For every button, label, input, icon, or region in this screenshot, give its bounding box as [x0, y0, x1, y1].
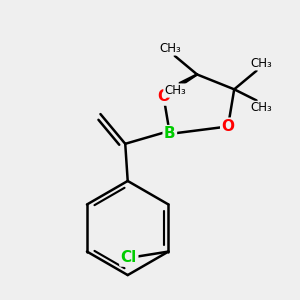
- Text: CH₃: CH₃: [159, 42, 181, 55]
- Text: CH₃: CH₃: [250, 57, 272, 70]
- Text: Cl: Cl: [121, 250, 137, 265]
- Text: CH₃: CH₃: [250, 101, 272, 114]
- Text: O: O: [157, 89, 170, 104]
- Text: CH₃: CH₃: [164, 84, 186, 97]
- Text: O: O: [221, 119, 235, 134]
- Text: B: B: [164, 126, 176, 141]
